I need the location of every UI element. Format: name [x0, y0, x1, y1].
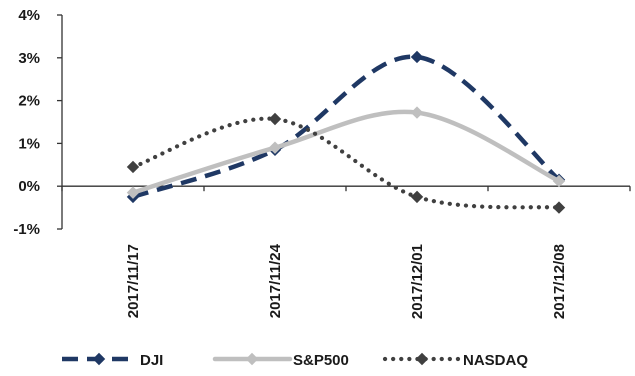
legend-swatch-marker [245, 352, 259, 366]
legend-item-nasdaq: NASDAQ [382, 352, 528, 369]
data-point-nasdaq [552, 201, 566, 214]
series-s-p500 [126, 106, 566, 199]
series-line-dji [132, 54, 561, 200]
data-point-s-p500 [126, 186, 140, 199]
y-tick-label: 1% [18, 135, 40, 152]
series-nasdaq [126, 112, 566, 214]
legend-swatch-marker [415, 352, 429, 366]
y-tick-label: 3% [18, 50, 40, 67]
x-tick-label: 2017/11/17 [125, 244, 142, 318]
data-point-nasdaq [268, 112, 282, 126]
data-point-s-p500 [268, 141, 282, 154]
legend: DJI S&P500 NASDAQ [62, 352, 528, 369]
y-tick-label: 2% [18, 93, 40, 110]
data-point-nasdaq [126, 160, 140, 174]
data-point-s-p500 [410, 106, 424, 119]
data-point-s-p500 [552, 174, 566, 188]
x-tick-label: 2017/11/24 [267, 243, 284, 318]
legend-swatch-marker [92, 352, 106, 366]
legend-label: S&P500 [293, 352, 349, 369]
series-line-s-p500 [130, 109, 562, 195]
series-layer [126, 50, 566, 214]
y-tick-label: 0% [18, 178, 40, 195]
x-tick-label: 2017/12/01 [409, 244, 426, 319]
data-point-nasdaq [410, 190, 424, 204]
x-tick-label: 2017/12/08 [551, 244, 568, 319]
axes: -1% 0% 1% 2% 3% 4% 2017/11/17 2017/11/24 2017/12… [13, 7, 631, 319]
series-dji [126, 50, 566, 204]
y-tick-label: 4% [18, 7, 40, 24]
legend-label: NASDAQ [463, 352, 528, 369]
legend-item-dji: DJI [62, 352, 163, 369]
series-line-nasdaq [130, 116, 562, 210]
legend-label: DJI [140, 352, 163, 369]
data-point-dji [410, 50, 424, 64]
y-tick-label: -1% [13, 221, 40, 238]
legend-item-s-p500: S&P500 [212, 352, 349, 369]
